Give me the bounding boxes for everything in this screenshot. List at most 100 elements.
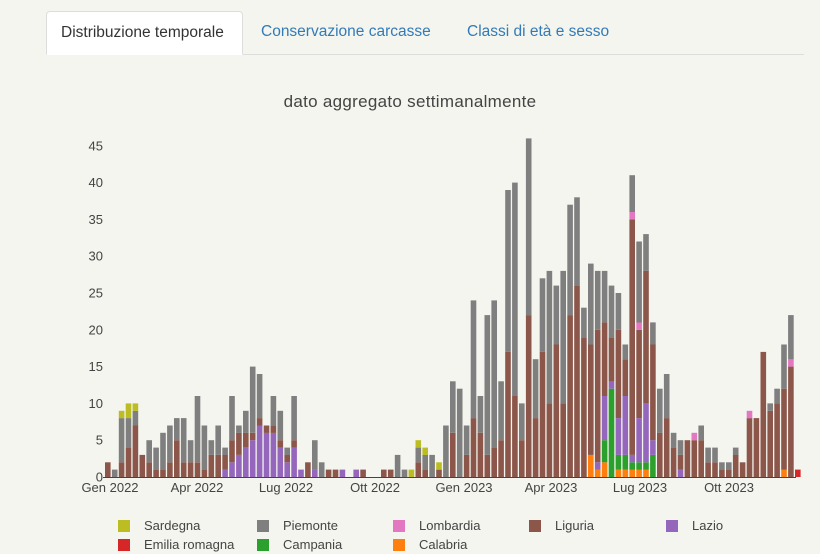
- bar-segment[interactable]: [498, 440, 504, 477]
- bar-segment[interactable]: [705, 462, 711, 477]
- bar-segment[interactable]: [670, 447, 677, 477]
- bar-segment[interactable]: [436, 469, 442, 477]
- bar-segment[interactable]: [643, 469, 649, 477]
- bar-segment[interactable]: [277, 440, 284, 448]
- bar-segment[interactable]: [450, 381, 456, 433]
- bar-segment[interactable]: [774, 403, 780, 477]
- bar-segment[interactable]: [650, 344, 656, 441]
- bar-segment[interactable]: [381, 469, 387, 477]
- bar-segment[interactable]: [125, 403, 132, 419]
- bar-segment[interactable]: [443, 425, 449, 478]
- bar-segment[interactable]: [360, 469, 366, 477]
- bar-segment[interactable]: [505, 190, 511, 352]
- bar-segment[interactable]: [546, 403, 553, 477]
- bar-segment[interactable]: [726, 462, 732, 470]
- bar-segment[interactable]: [284, 454, 290, 463]
- bar-segment[interactable]: [525, 138, 532, 315]
- bar-segment[interactable]: [615, 329, 622, 419]
- bar-segment[interactable]: [201, 425, 208, 470]
- bar-segment[interactable]: [767, 410, 773, 477]
- bar-segment[interactable]: [677, 454, 684, 470]
- bar-segment[interactable]: [422, 454, 428, 470]
- bar-segment[interactable]: [601, 396, 608, 441]
- bar-segment[interactable]: [229, 396, 235, 441]
- bar-segment[interactable]: [512, 396, 518, 477]
- bar-segment[interactable]: [436, 462, 442, 470]
- bar-segment[interactable]: [318, 462, 325, 477]
- bar-segment[interactable]: [125, 418, 132, 448]
- bar-segment[interactable]: [249, 432, 256, 441]
- bar-segment[interactable]: [601, 440, 608, 463]
- bar-segment[interactable]: [532, 359, 539, 419]
- bar-segment[interactable]: [739, 462, 746, 477]
- bar-segment[interactable]: [505, 351, 511, 477]
- bar-segment[interactable]: [284, 462, 290, 477]
- bar-segment[interactable]: [222, 469, 228, 477]
- bar-segment[interactable]: [194, 462, 201, 477]
- bar-segment[interactable]: [125, 447, 132, 477]
- bar-segment[interactable]: [470, 300, 477, 419]
- bar-segment[interactable]: [657, 388, 663, 433]
- bar-segment[interactable]: [643, 462, 649, 470]
- bar-segment[interactable]: [312, 440, 318, 470]
- bar-segment[interactable]: [712, 447, 718, 463]
- bar-segment[interactable]: [180, 462, 187, 477]
- bar-segment[interactable]: [236, 432, 242, 455]
- bar-segment[interactable]: [139, 454, 146, 477]
- bar-segment[interactable]: [519, 403, 525, 441]
- bar-segment[interactable]: [746, 410, 753, 419]
- bar-segment[interactable]: [256, 374, 263, 419]
- bar-segment[interactable]: [470, 418, 477, 477]
- bar-segment[interactable]: [415, 440, 422, 448]
- bar-segment[interactable]: [781, 344, 787, 389]
- bar-segment[interactable]: [229, 462, 235, 477]
- bar-segment[interactable]: [732, 447, 739, 455]
- bar-segment[interactable]: [650, 322, 656, 345]
- bar-segment[interactable]: [463, 425, 470, 455]
- bar-segment[interactable]: [663, 418, 670, 477]
- bar-segment[interactable]: [698, 425, 704, 441]
- bar-segment[interactable]: [312, 469, 318, 477]
- bar-segment[interactable]: [167, 425, 173, 463]
- bar-segment[interactable]: [581, 337, 587, 477]
- tab-classi-eta-sesso[interactable]: Classi di età e sesso: [467, 23, 610, 40]
- bar-segment[interactable]: [146, 462, 152, 477]
- bar-segment[interactable]: [788, 315, 794, 360]
- bar-segment[interactable]: [553, 344, 560, 478]
- bar-segment[interactable]: [277, 447, 284, 477]
- bar-segment[interactable]: [339, 469, 346, 477]
- bar-segment[interactable]: [588, 454, 594, 477]
- bar-segment[interactable]: [332, 469, 339, 477]
- bar-segment[interactable]: [236, 425, 242, 433]
- bar-segment[interactable]: [263, 425, 270, 433]
- bar-segment[interactable]: [256, 425, 263, 478]
- bar-segment[interactable]: [657, 432, 663, 477]
- bar-segment[interactable]: [643, 403, 649, 463]
- bar-segment[interactable]: [477, 396, 484, 433]
- bar-segment[interactable]: [243, 432, 249, 448]
- bar-segment[interactable]: [615, 418, 622, 455]
- bar-segment[interactable]: [553, 285, 560, 345]
- bar-segment[interactable]: [615, 469, 622, 477]
- bar-segment[interactable]: [691, 440, 698, 477]
- bar-segment[interactable]: [498, 381, 504, 441]
- bar-segment[interactable]: [594, 469, 601, 477]
- bar-segment[interactable]: [650, 440, 656, 455]
- bar-segment[interactable]: [574, 197, 580, 286]
- bar-segment[interactable]: [167, 462, 173, 477]
- bar-segment[interactable]: [594, 329, 601, 463]
- bar-segment[interactable]: [622, 344, 629, 360]
- bar-segment[interactable]: [174, 440, 180, 477]
- bar-segment[interactable]: [601, 322, 608, 396]
- bar-segment[interactable]: [601, 270, 608, 323]
- bar-segment[interactable]: [677, 440, 684, 455]
- bar-segment[interactable]: [394, 454, 401, 477]
- bar-segment[interactable]: [705, 447, 711, 463]
- bar-segment[interactable]: [243, 447, 249, 477]
- bar-segment[interactable]: [222, 454, 228, 470]
- bar-segment[interactable]: [291, 440, 297, 448]
- bar-segment[interactable]: [567, 204, 573, 316]
- bar-segment[interactable]: [408, 469, 415, 477]
- bar-segment[interactable]: [512, 182, 518, 396]
- bar-segment[interactable]: [201, 469, 208, 477]
